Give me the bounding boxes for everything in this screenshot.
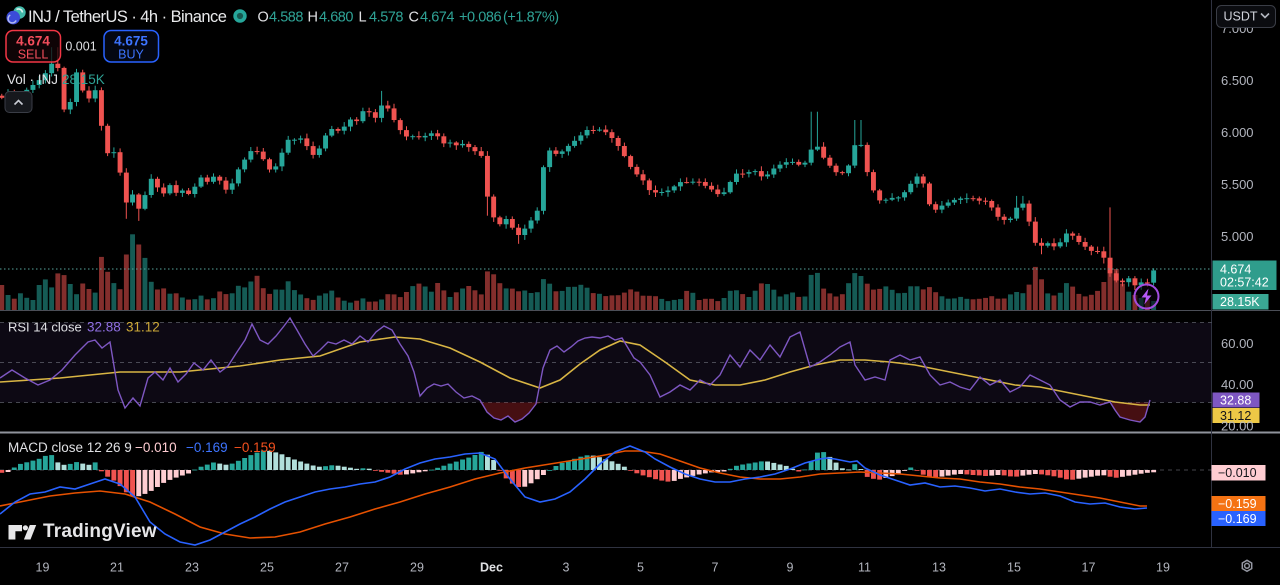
svg-text:−0.169: −0.169 [186, 440, 228, 455]
svg-text:−0.010: −0.010 [135, 440, 177, 455]
svg-text:28.15K: 28.15K [62, 72, 105, 87]
svg-text:29: 29 [410, 561, 424, 575]
svg-text:23: 23 [185, 561, 199, 575]
svg-text:+0.086: +0.086 [459, 10, 501, 26]
svg-text:19: 19 [1156, 561, 1170, 575]
svg-text:5.500: 5.500 [1221, 177, 1254, 192]
svg-text:L: L [359, 10, 367, 26]
svg-text:MACD close 12 26 9: MACD close 12 26 9 [8, 440, 132, 455]
svg-text:7: 7 [712, 561, 719, 575]
svg-text:4.680: 4.680 [319, 10, 353, 26]
svg-text:31.12: 31.12 [126, 320, 160, 335]
svg-text:RSI 14 close: RSI 14 close [8, 320, 82, 335]
svg-text:H: H [308, 10, 318, 26]
svg-text:6.000: 6.000 [1221, 125, 1254, 140]
svg-text:13: 13 [932, 561, 946, 575]
svg-text:C: C [409, 10, 419, 26]
svg-text:INJ / TetherUS · 4h · Binance: INJ / TetherUS · 4h · Binance [28, 8, 227, 26]
svg-text:Vol · INJ: Vol · INJ [7, 72, 58, 87]
svg-text:31.12: 31.12 [1220, 409, 1251, 423]
svg-text:11: 11 [858, 561, 871, 575]
svg-text:5: 5 [637, 561, 644, 575]
svg-text:4.588: 4.588 [269, 10, 303, 26]
svg-text:32.88: 32.88 [1220, 394, 1251, 408]
svg-text:28.15K: 28.15K [1220, 295, 1260, 309]
svg-text:SELL: SELL [18, 48, 49, 62]
svg-text:25: 25 [260, 561, 274, 575]
svg-text:BUY: BUY [118, 48, 144, 62]
svg-text:(+1.87%): (+1.87%) [503, 10, 559, 26]
svg-text:−0.010: −0.010 [1218, 466, 1257, 480]
svg-text:4.674: 4.674 [1220, 263, 1251, 277]
svg-text:USDT: USDT [1224, 10, 1258, 24]
svg-text:6.500: 6.500 [1221, 73, 1254, 88]
svg-text:15: 15 [1007, 561, 1021, 575]
svg-text:17: 17 [1082, 561, 1096, 575]
svg-text:−0.159: −0.159 [234, 440, 276, 455]
svg-text:−0.159: −0.159 [1218, 497, 1257, 511]
svg-text:02:57:42: 02:57:42 [1220, 276, 1269, 290]
svg-text:21: 21 [110, 561, 124, 575]
svg-text:5.000: 5.000 [1221, 229, 1254, 244]
svg-text:60.00: 60.00 [1221, 336, 1254, 351]
svg-text:−0.169: −0.169 [1218, 512, 1257, 526]
svg-text:0.001: 0.001 [65, 40, 96, 54]
svg-text:20.00: 20.00 [1221, 418, 1254, 433]
svg-text:O: O [258, 10, 269, 26]
svg-text:3: 3 [563, 561, 570, 575]
svg-text:19: 19 [36, 561, 50, 575]
svg-text:4.578: 4.578 [369, 10, 403, 26]
svg-text:32.88: 32.88 [87, 320, 121, 335]
svg-text:40.00: 40.00 [1221, 377, 1254, 392]
svg-text:4.675: 4.675 [114, 34, 148, 49]
svg-text:4.674: 4.674 [16, 34, 50, 49]
svg-text:Dec: Dec [480, 561, 503, 575]
svg-text:9: 9 [787, 561, 794, 575]
svg-text:4.674: 4.674 [420, 10, 454, 26]
svg-text:27: 27 [335, 561, 349, 575]
svg-text:TradingView: TradingView [43, 521, 157, 542]
